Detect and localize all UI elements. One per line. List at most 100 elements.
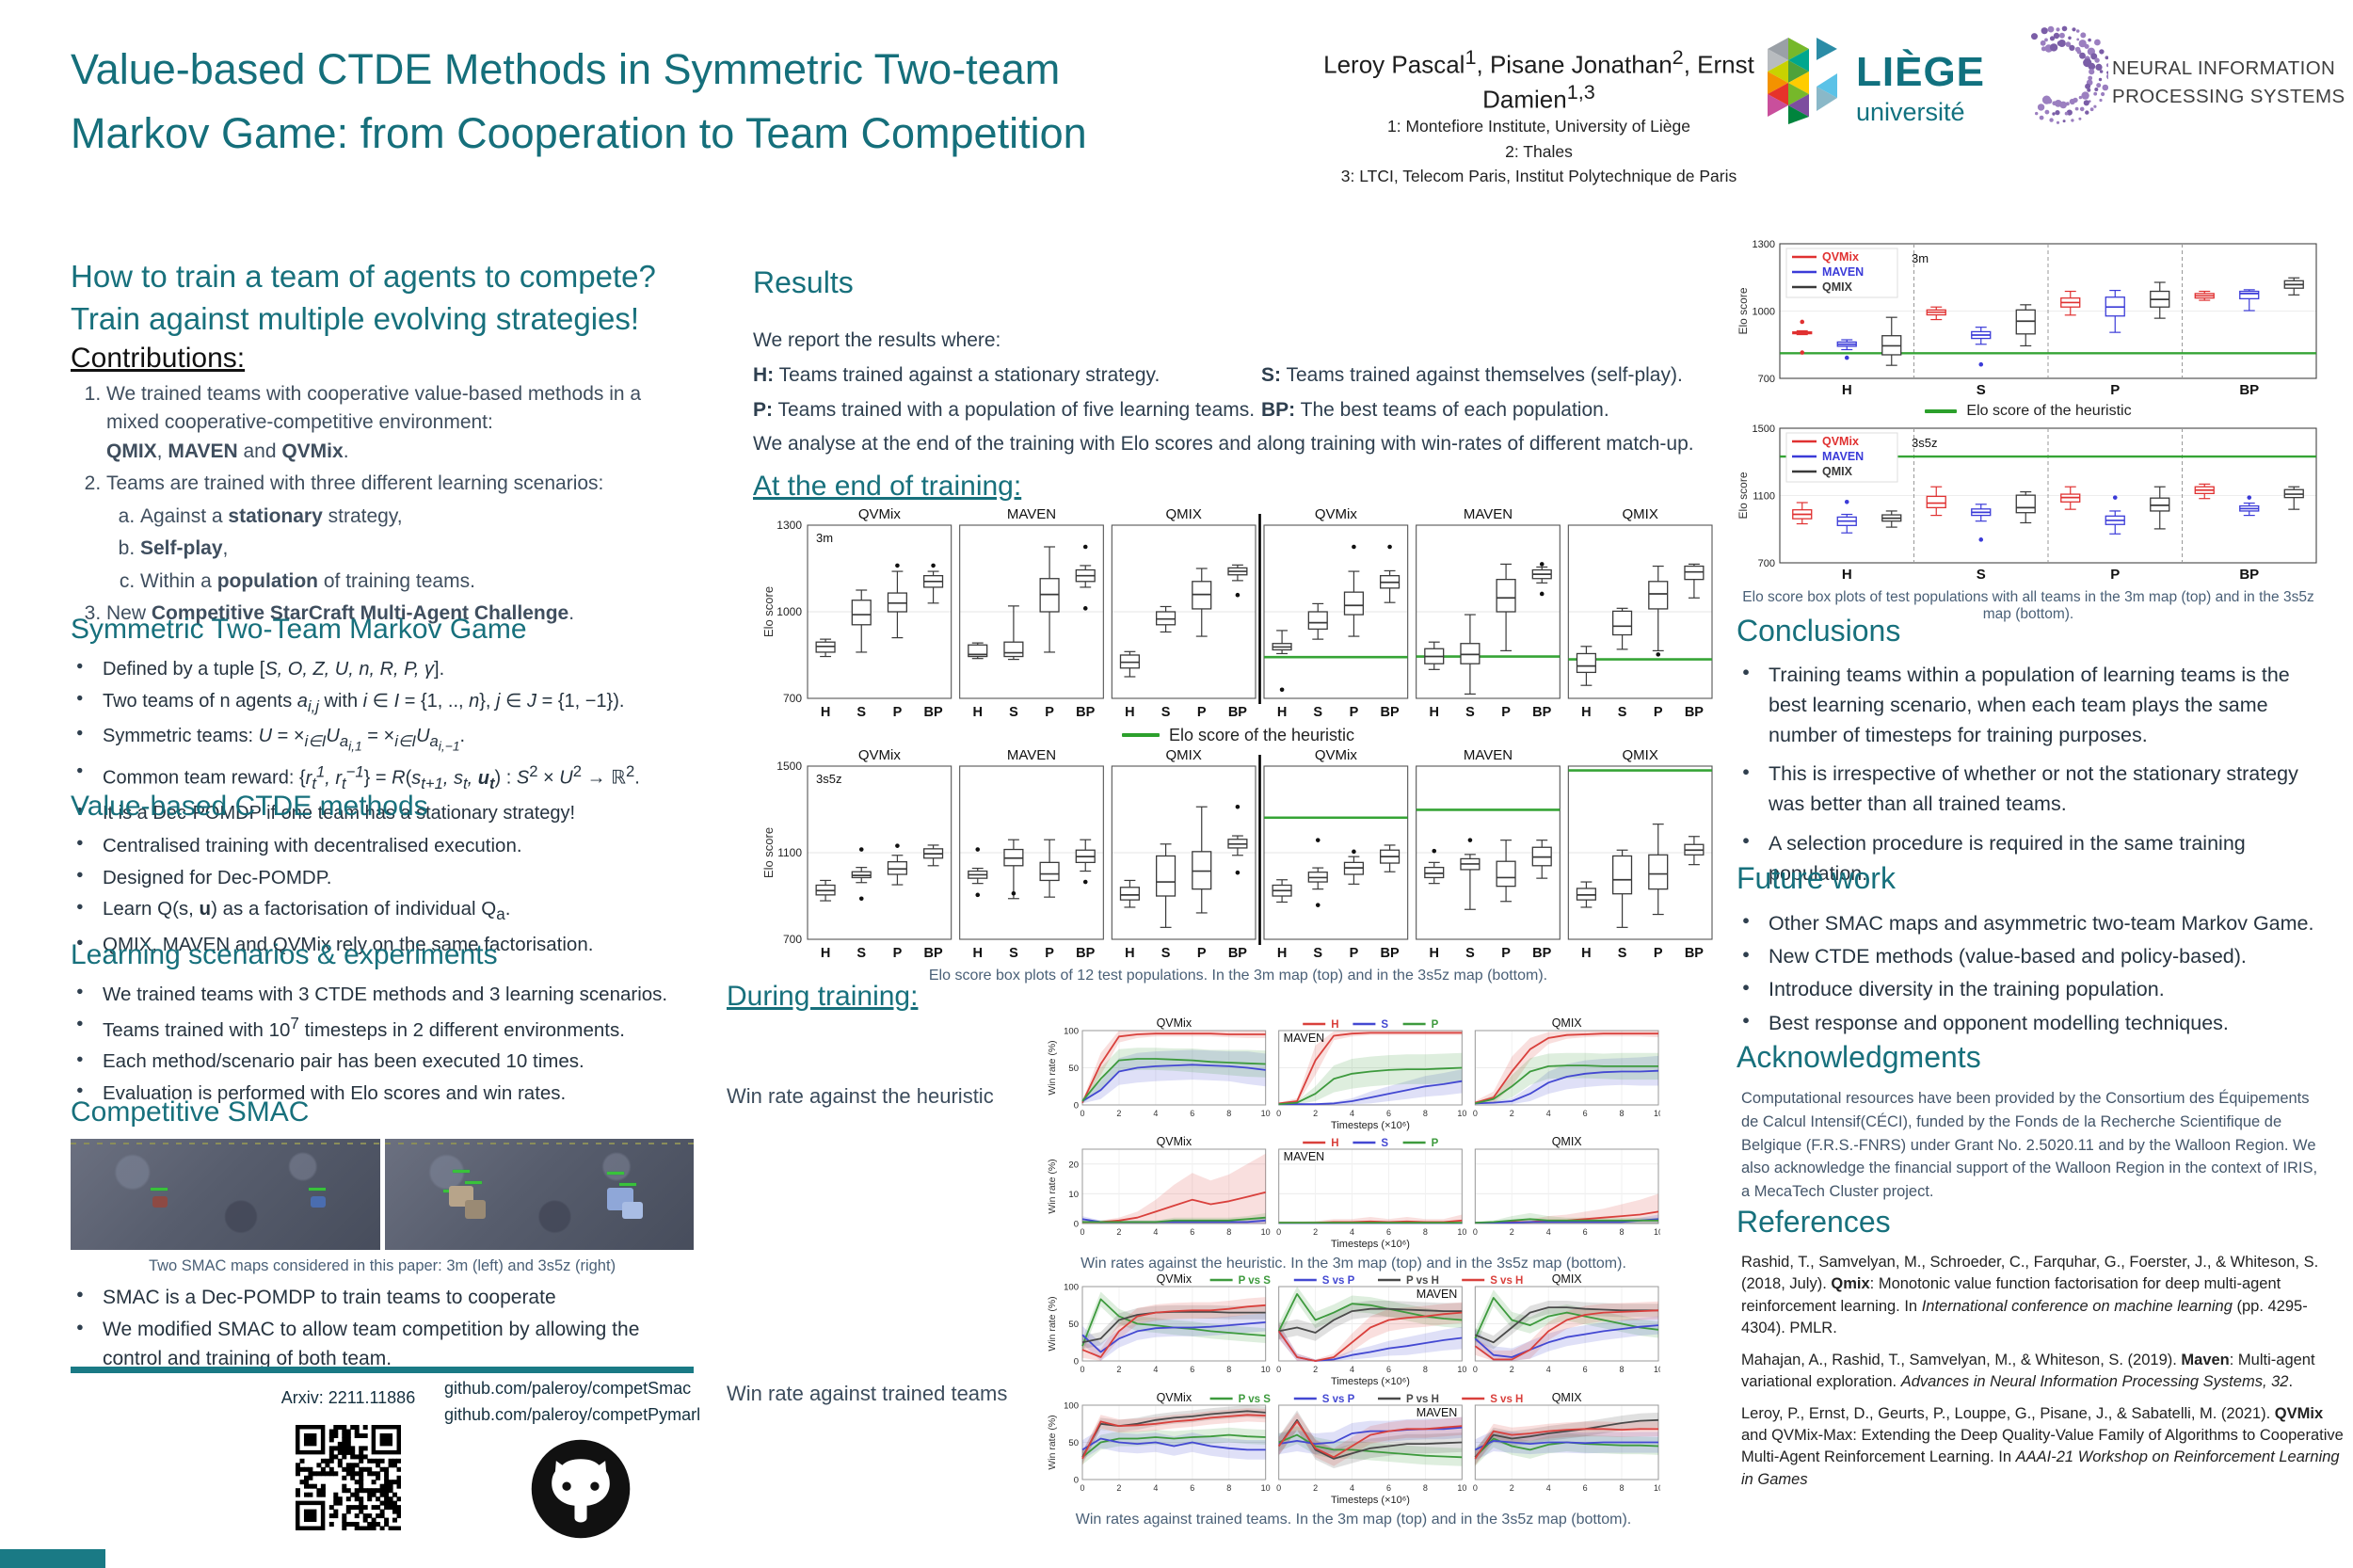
results-outro: We analyse at the end of the training wi… [753, 433, 1694, 456]
svg-text:P: P [1045, 946, 1054, 961]
svg-text:BP: BP [2239, 382, 2259, 398]
svg-text:S vs H: S vs H [1490, 1275, 1523, 1287]
svg-text:Win rate (%): Win rate (%) [1047, 1296, 1058, 1351]
results-bp: BP: The best teams of each population. [1261, 398, 1609, 421]
uliege-wordmark: LIÈGE université [1856, 49, 1985, 127]
markov-heading: Symmetric Two-Team Markov Game [71, 614, 527, 645]
svg-text:S vs H: S vs H [1490, 1394, 1523, 1405]
svg-text:H: H [1125, 705, 1134, 720]
svg-text:H: H [1430, 705, 1439, 720]
markov-bullet-1: Defined by a tuple [S, O, Z, U, n, R, P,… [71, 655, 703, 683]
wr-trained-label: Win rate against trained teams [727, 1382, 1008, 1405]
svg-text:3m: 3m [816, 531, 833, 545]
markov-bullet-2: Two teams of n agents ai,j with i ∈ I = … [71, 687, 703, 718]
neurips-line-2: PROCESSING SYSTEMS [2112, 85, 2345, 107]
markov-bullet-3: Symmetric teams: U = ×i∈IUai,1 = ×i∈IUai… [71, 722, 703, 756]
svg-text:P: P [893, 946, 903, 961]
future-work-bullets: Other SMAC maps and asymmetric two-team … [1737, 909, 2328, 1042]
heuristic-legend-right: Elo score of the heuristic [1737, 399, 2320, 424]
svg-text:6: 6 [1583, 1109, 1588, 1118]
uliege-name: LIÈGE [1856, 49, 1986, 95]
svg-text:P: P [1045, 705, 1054, 720]
svg-text:4: 4 [1546, 1109, 1551, 1118]
smac-bullets: SMAC is a Dec-POMDP to train teams to co… [71, 1284, 696, 1377]
smac-bullet-2: We modified SMAC to allow team competiti… [71, 1316, 696, 1373]
contributions-heading: Contributions: [71, 343, 246, 374]
scenarios-bullet-3: Each method/scenario pair has been execu… [71, 1048, 703, 1076]
health-bar [619, 1183, 637, 1187]
svg-text:S: S [1618, 946, 1627, 961]
svg-text:8: 8 [1620, 1365, 1625, 1374]
svg-text:3s5z: 3s5z [1912, 436, 1937, 450]
reference-2: Mahajan, A., Rashid, T., Samvelyan, M., … [1741, 1351, 2315, 1391]
svg-text:QVMix: QVMix [858, 506, 902, 522]
svg-text:700: 700 [783, 692, 802, 705]
svg-text:2: 2 [1510, 1483, 1514, 1493]
svg-text:QVMix: QVMix [1822, 250, 1859, 264]
svg-text:8: 8 [1226, 1483, 1231, 1493]
unit-sprite-blue [622, 1202, 644, 1220]
arxiv-label: Arxiv: 2211.11886 [280, 1388, 416, 1407]
svg-text:10: 10 [1654, 1365, 1660, 1374]
svg-text:BP: BP [924, 705, 943, 720]
uliege-logo [1768, 32, 1849, 124]
svg-text:50: 50 [1068, 1438, 1079, 1448]
svg-text:P vs S: P vs S [1239, 1394, 1272, 1405]
svg-text:0: 0 [1074, 1476, 1079, 1486]
svg-text:Elo score: Elo score [1737, 287, 1750, 334]
svg-text:Timesteps (×10⁶): Timesteps (×10⁶) [1331, 1495, 1410, 1506]
svg-text:H: H [973, 946, 983, 961]
svg-text:10: 10 [1068, 1190, 1079, 1200]
svg-text:QMIX: QMIX [1552, 1272, 1583, 1286]
svg-text:H: H [1277, 946, 1287, 961]
scenarios-bullet-4: Evaluation is performed with Elo scores … [71, 1080, 703, 1108]
svg-text:QMIX: QMIX [1822, 280, 1853, 294]
elo-all-3m-fig: Elo score 700 1000 1300 H S P BP QVMix MAVEN QMIX 3… [1737, 239, 2320, 399]
svg-text:P: P [1654, 705, 1663, 720]
arxiv-block: Arxiv: 2211.11886 [216, 1385, 480, 1530]
svg-text:QMIX: QMIX [1622, 747, 1657, 763]
svg-text:6: 6 [1190, 1227, 1194, 1237]
svg-text:20: 20 [1068, 1160, 1079, 1170]
hook-heading: How to train a team of agents to compete… [71, 256, 711, 340]
svg-text:0: 0 [1080, 1227, 1084, 1237]
svg-text:QVMix: QVMix [1822, 435, 1859, 448]
markov-bullets: Defined by a tuple [S, O, Z, U, n, R, P,… [71, 655, 703, 831]
svg-text:6: 6 [1583, 1483, 1588, 1493]
svg-text:10: 10 [1261, 1365, 1271, 1374]
svg-text:QVMix: QVMix [1157, 1135, 1193, 1148]
svg-text:0: 0 [1074, 1220, 1079, 1230]
svg-text:10: 10 [1261, 1483, 1271, 1493]
svg-text:MAVEN: MAVEN [1464, 506, 1513, 522]
svg-text:4: 4 [1153, 1227, 1158, 1237]
svg-text:1100: 1100 [1753, 491, 1775, 503]
svg-text:P: P [1432, 1138, 1439, 1149]
ctde-bullet-2: Designed for Dec-POMDP. [71, 864, 703, 892]
unit-sprite-tan [464, 1199, 486, 1219]
svg-text:S vs P: S vs P [1322, 1275, 1355, 1287]
authors: Leroy Pascal1, Pisane Jonathan2, Ernst D… [1323, 45, 1754, 114]
unit-sprite-blue [310, 1196, 326, 1208]
results-intro: We report the results where: [753, 329, 1001, 351]
results-h: H: Teams trained against a stationary st… [753, 363, 1160, 386]
svg-text:H: H [1331, 1019, 1338, 1031]
svg-text:S: S [856, 946, 866, 961]
health-bar [452, 1170, 470, 1174]
health-bar [607, 1172, 625, 1176]
svg-text:3s5z: 3s5z [816, 772, 841, 786]
svg-text:P: P [1350, 946, 1359, 961]
svg-text:MAVEN: MAVEN [1007, 506, 1056, 522]
svg-text:2: 2 [1116, 1365, 1121, 1374]
svg-text:0: 0 [1473, 1227, 1478, 1237]
svg-text:2: 2 [1510, 1227, 1514, 1237]
svg-text:Elo score: Elo score [761, 586, 776, 637]
svg-text:P: P [1197, 946, 1207, 961]
svg-text:P: P [1197, 705, 1207, 720]
svg-text:4: 4 [1153, 1483, 1158, 1493]
svg-text:QMIX: QMIX [1552, 1135, 1583, 1148]
svg-text:8: 8 [1226, 1109, 1231, 1118]
svg-text:50: 50 [1068, 1320, 1079, 1330]
svg-text:8: 8 [1423, 1227, 1428, 1237]
svg-text:0: 0 [1276, 1109, 1281, 1118]
